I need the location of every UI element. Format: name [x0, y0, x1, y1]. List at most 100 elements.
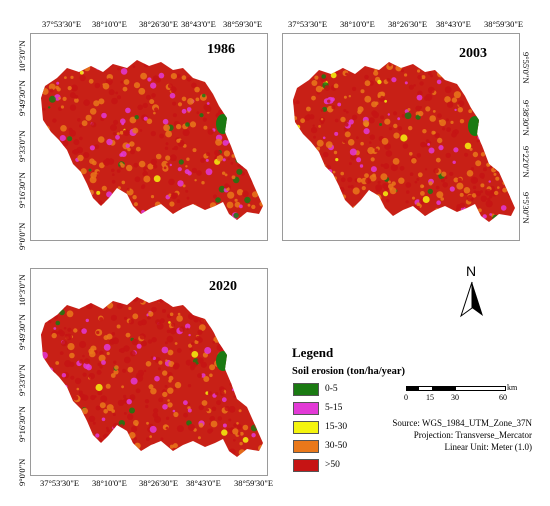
erosion-patch: [169, 312, 174, 317]
erosion-patch: [191, 82, 197, 89]
erosion-patch: [109, 462, 111, 464]
erosion-patch: [141, 184, 146, 189]
erosion-patch: [37, 339, 40, 342]
erosion-patch: [303, 180, 308, 185]
erosion-patch: [59, 135, 66, 142]
erosion-patch: [204, 226, 211, 233]
erosion-patch: [70, 75, 74, 79]
erosion-patch: [143, 470, 148, 475]
erosion-patch: [76, 281, 79, 284]
erosion-patch: [259, 201, 263, 207]
erosion-patch: [463, 76, 470, 83]
erosion-patch: [365, 48, 369, 52]
erosion-patch: [126, 187, 130, 191]
erosion-patch: [190, 226, 196, 232]
erosion-patch: [80, 168, 87, 175]
erosion-patch: [100, 228, 107, 235]
erosion-patch: [32, 133, 38, 139]
erosion-patch: [360, 89, 365, 94]
erosion-patch: [95, 65, 101, 71]
erosion-patch: [422, 38, 427, 43]
erosion-patch: [238, 409, 242, 413]
erosion-patch: [502, 181, 507, 185]
erosion-patch: [383, 184, 390, 191]
erosion-patch: [119, 424, 124, 428]
erosion-patch: [434, 45, 441, 52]
erosion-patch: [258, 444, 263, 452]
erosion-patch: [44, 439, 49, 444]
erosion-patch: [236, 422, 239, 425]
erosion-patch: [339, 65, 344, 69]
erosion-patch: [82, 36, 89, 43]
erosion-patch: [512, 113, 515, 117]
erosion-patch: [55, 410, 59, 414]
erosion-patch: [51, 156, 59, 164]
erosion-patch: [293, 177, 295, 185]
erosion-patch: [380, 115, 385, 120]
erosion-patch: [48, 64, 53, 69]
erosion-patch: [434, 132, 440, 138]
erosion-patch: [150, 130, 156, 137]
erosion-patch: [149, 283, 153, 287]
erosion-patch: [340, 177, 346, 183]
erosion-patch: [352, 187, 360, 195]
erosion-patch: [397, 117, 401, 121]
source-line: Source: WGS_1984_UTM_Zone_37N: [392, 418, 532, 428]
erosion-patch: [476, 139, 480, 143]
erosion-patch: [56, 145, 65, 153]
erosion-patch: [143, 61, 150, 68]
erosion-patch: [422, 34, 425, 37]
erosion-patch: [252, 86, 260, 94]
erosion-patch: [136, 235, 139, 238]
erosion-patch: [466, 194, 474, 202]
erosion-patch: [74, 98, 79, 103]
erosion-patch: [293, 215, 296, 222]
erosion-patch: [364, 95, 372, 103]
erosion-patch: [109, 297, 114, 300]
lon-tick: 38°10'0"E: [92, 19, 127, 29]
erosion-patch: [41, 362, 43, 370]
erosion-patch: [42, 392, 48, 397]
erosion-patch: [50, 421, 53, 425]
erosion-patch: [250, 424, 258, 432]
erosion-patch: [309, 114, 315, 120]
erosion-patch: [363, 128, 370, 135]
erosion-patch: [54, 293, 57, 296]
erosion-patch: [338, 62, 344, 66]
erosion-patch: [31, 34, 36, 38]
erosion-patch: [283, 182, 286, 187]
erosion-patch: [153, 277, 160, 284]
erosion-patch: [164, 298, 168, 302]
erosion-patch: [43, 125, 50, 132]
erosion-patch: [375, 225, 379, 229]
erosion-patch: [293, 185, 297, 190]
erosion-patch: [125, 332, 131, 338]
erosion-patch: [293, 77, 297, 83]
erosion-patch: [297, 227, 301, 231]
erosion-patch: [310, 185, 314, 189]
erosion-patch: [309, 209, 315, 215]
erosion-map-2003: [283, 34, 515, 231]
erosion-patch: [393, 111, 398, 116]
erosion-patch: [403, 50, 406, 53]
erosion-patch: [352, 38, 357, 43]
erosion-patch: [145, 94, 151, 100]
erosion-patch: [286, 93, 291, 98]
erosion-patch: [225, 470, 228, 473]
erosion-patch: [382, 191, 389, 197]
erosion-patch: [201, 400, 208, 406]
erosion-patch: [258, 41, 265, 48]
erosion-patch: [227, 191, 235, 199]
erosion-patch: [509, 177, 515, 183]
erosion-patch: [425, 213, 431, 219]
erosion-patch: [205, 391, 209, 395]
erosion-patch: [457, 100, 465, 107]
erosion-patch: [238, 375, 246, 383]
erosion-patch: [91, 464, 95, 468]
erosion-patch: [195, 311, 201, 316]
erosion-patch: [470, 69, 474, 73]
erosion-patch: [66, 170, 72, 177]
erosion-patch: [155, 153, 162, 160]
erosion-patch: [494, 166, 498, 171]
erosion-patch: [97, 445, 101, 449]
